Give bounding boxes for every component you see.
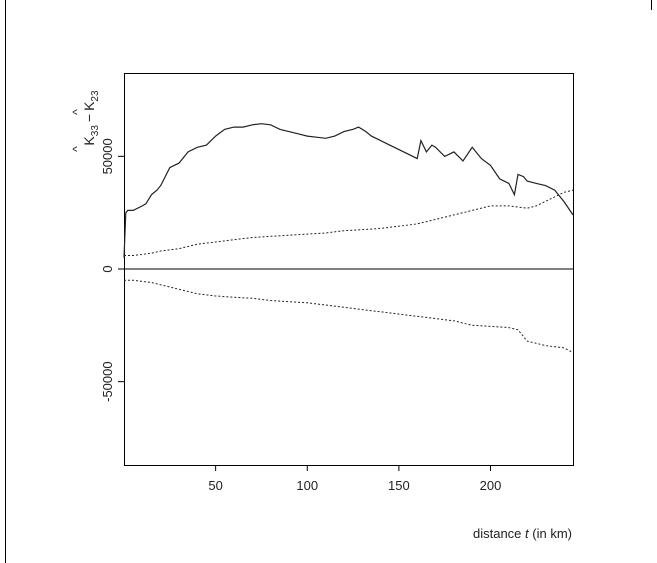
y-label-k2: K: [81, 101, 97, 111]
svg-text:K33−K23: K33−K23: [81, 90, 101, 146]
series-line-upper-envelope: [124, 189, 574, 256]
y-tick-label: -50000: [100, 361, 115, 401]
x-label-prefix: distance: [473, 526, 525, 541]
series-line-estimate: [123, 123, 574, 258]
y-label-hat-2: ^: [70, 109, 84, 115]
x-label-var: t: [525, 526, 530, 541]
y-label-sub2: 23: [90, 90, 101, 102]
y-label-k1: K: [81, 136, 97, 146]
x-tick-label: 100: [296, 478, 318, 493]
y-label-minus: −: [81, 114, 97, 122]
x-label-suffix: (in km): [529, 526, 572, 541]
x-axis-label: distance t (in km): [473, 526, 572, 541]
y-label-hat-1: ^: [70, 146, 84, 152]
x-tick-label: 200: [480, 478, 502, 493]
series-line-lower-envelope: [124, 279, 574, 353]
series-layer: [123, 123, 574, 353]
y-axis: -50000 0 50000: [100, 138, 124, 402]
y-tick-label: 0: [100, 265, 115, 272]
y-tick-label: 50000: [100, 138, 115, 174]
y-label-sub1: 33: [90, 125, 101, 137]
x-axis: 50 100 150 200: [208, 465, 501, 493]
y-axis-label: K33−K23 ^ ^: [70, 90, 101, 152]
x-tick-label: 150: [388, 478, 410, 493]
x-tick-label: 50: [208, 478, 222, 493]
